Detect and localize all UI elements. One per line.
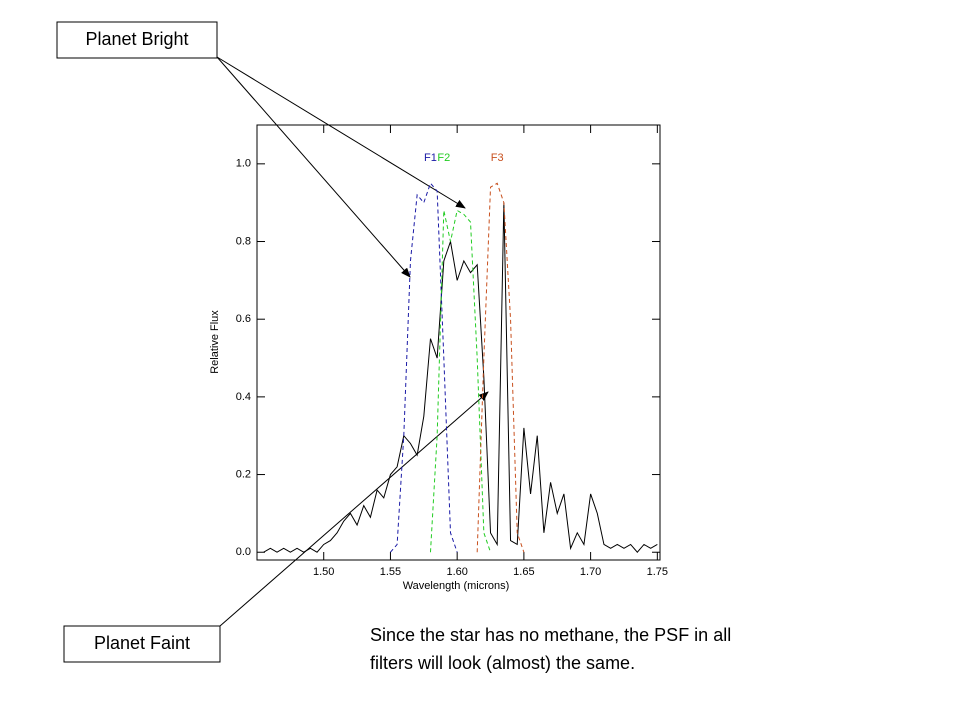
y-tick-label: 0.4	[236, 391, 251, 403]
series-line	[263, 202, 658, 553]
y-tick-label: 1.0	[236, 158, 251, 170]
plot-frame	[256, 124, 661, 561]
legend-label: F2	[437, 152, 450, 164]
y-tick-label: 0.2	[236, 468, 251, 480]
y-tick-label: 0.6	[236, 313, 251, 325]
arrow	[216, 56, 466, 209]
arrow	[219, 391, 489, 627]
x-tick-label: 1.70	[580, 566, 601, 578]
annotation: Planet Faint	[94, 633, 190, 653]
x-tick-label: 1.60	[446, 566, 467, 578]
annotation: Planet Bright	[85, 29, 188, 49]
x-axis-label: Wavelength (microns)	[403, 580, 510, 592]
x-tick-label: 1.65	[513, 566, 534, 578]
x-tick-label: 1.55	[380, 566, 401, 578]
legend-label: F1	[424, 152, 437, 164]
y-axis-label: Relative Flux	[209, 310, 221, 374]
caption: Since the star has no methane, the PSF i…	[370, 625, 731, 645]
series-line	[390, 182, 458, 553]
x-tick-label: 1.50	[313, 566, 334, 578]
series-line	[476, 182, 525, 553]
caption: filters will look (almost) the same.	[370, 653, 635, 673]
legend-label: F3	[491, 152, 504, 164]
annotation-box	[63, 625, 221, 663]
annotation-box	[56, 21, 218, 59]
arrow	[216, 56, 411, 278]
y-tick-label: 0.8	[236, 235, 251, 247]
y-tick-label: 0.0	[236, 546, 251, 558]
x-tick-label: 1.75	[647, 566, 668, 578]
